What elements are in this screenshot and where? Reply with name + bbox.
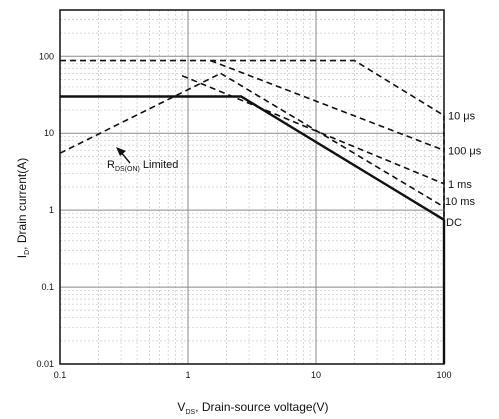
y-tick-label: 0.01 bbox=[36, 359, 54, 369]
series-line-10-ms bbox=[220, 72, 445, 208]
series-label: 10 μs bbox=[448, 111, 476, 123]
plot-frame bbox=[59, 9, 445, 365]
x-label-main: V bbox=[177, 400, 185, 414]
x-label-rest: , Drain-source voltage(V) bbox=[195, 400, 328, 414]
series-line-dc bbox=[60, 95, 445, 221]
y-label-rest: , Drain current(A) bbox=[15, 158, 29, 250]
series-label: 100 μs bbox=[448, 145, 482, 157]
x-axis-label: VDS, Drain-source voltage(V) bbox=[177, 400, 328, 416]
series-layer: 10 μs 100 μs 1 ms 10 ms DC bbox=[59, 59, 482, 364]
x-tick-label: 100 bbox=[436, 370, 451, 380]
series-line-100-s bbox=[210, 59, 445, 152]
minor-grid bbox=[60, 9, 444, 364]
rds-main: R bbox=[107, 159, 115, 171]
y-axis-label: ID, Drain current(A) bbox=[15, 158, 31, 258]
y-label-main: I bbox=[15, 255, 29, 258]
y-tick-label: 1 bbox=[49, 205, 54, 215]
rds-rest: Limited bbox=[140, 159, 179, 171]
series-line-1-ms bbox=[181, 74, 445, 185]
rds-arrow-head bbox=[116, 147, 126, 156]
rds-on-limited-label: RDS(ON) Limited bbox=[107, 159, 178, 173]
series-line-rds-limit bbox=[59, 72, 222, 154]
x-tick-label: 10 bbox=[311, 370, 321, 380]
series-label: 10 ms bbox=[445, 196, 475, 208]
series-label: 1 ms bbox=[448, 179, 472, 191]
x-tick-label: 1 bbox=[185, 370, 190, 380]
y-label-sub: D bbox=[24, 250, 31, 255]
series-label: DC bbox=[446, 217, 462, 229]
x-label-sub: DS bbox=[185, 409, 195, 416]
series-line-10-s bbox=[60, 59, 445, 117]
y-tick-label: 10 bbox=[44, 128, 54, 138]
rds-sub: DS(ON) bbox=[115, 166, 140, 173]
x-tick-label: 0.1 bbox=[54, 370, 67, 380]
y-tick-label: 0.1 bbox=[41, 282, 54, 292]
y-tick-label: 100 bbox=[39, 51, 54, 61]
